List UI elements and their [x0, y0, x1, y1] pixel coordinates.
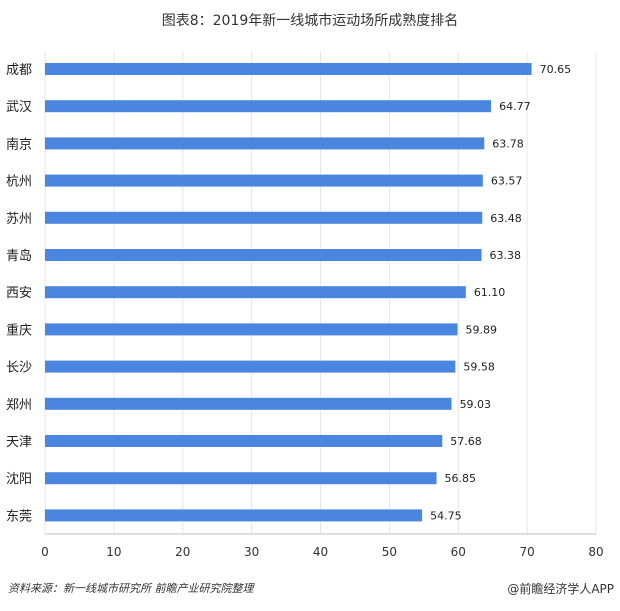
category-label: 郑州: [6, 398, 32, 413]
x-tick-label: 50: [382, 545, 397, 559]
x-tick-label: 60: [451, 545, 466, 559]
data-label: 61.10: [474, 286, 506, 299]
bar: [45, 212, 482, 224]
x-tick-label: 40: [313, 545, 328, 559]
x-tick-label: 70: [519, 545, 534, 559]
category-label: 武汉: [6, 100, 32, 115]
bar: [45, 63, 532, 75]
data-label: 56.85: [445, 472, 477, 485]
category-label: 杭州: [6, 175, 32, 190]
bar: [45, 323, 457, 335]
category-label: 南京: [6, 136, 32, 152]
category-label: 青岛: [6, 248, 32, 264]
x-tick-label: 20: [175, 545, 190, 559]
category-label: 苏州: [6, 211, 32, 227]
source-note: 资料来源：新一线城市研究所 前瞻产业研究院整理: [8, 580, 254, 596]
category-label: 重庆: [6, 322, 32, 338]
data-label: 63.78: [492, 137, 524, 150]
x-tick-label: 80: [588, 545, 603, 559]
bar: [45, 137, 484, 149]
bar: [45, 435, 442, 447]
bar: [45, 175, 483, 187]
category-label: 成都: [6, 63, 32, 78]
data-label: 59.58: [463, 361, 495, 374]
bar: [45, 100, 491, 112]
category-label: 沈阳: [6, 472, 32, 487]
data-label: 70.65: [540, 63, 572, 76]
x-tick-label: 30: [244, 545, 259, 559]
data-label: 63.38: [490, 249, 522, 262]
brand-label: @前瞻经济学人APP: [507, 580, 614, 597]
category-label: 长沙: [6, 361, 32, 376]
data-label: 54.75: [430, 509, 462, 522]
bar: [45, 472, 437, 484]
bar: [45, 509, 422, 521]
bar: [45, 398, 452, 410]
category-label: 东莞: [6, 509, 32, 524]
data-label: 59.03: [460, 398, 492, 411]
category-label: 天津: [6, 435, 32, 450]
data-label: 63.57: [491, 175, 523, 188]
data-label: 59.89: [465, 323, 497, 336]
x-tick-label: 0: [41, 545, 49, 559]
bar: [45, 249, 482, 261]
category-label: 西安: [6, 286, 32, 301]
data-label: 57.68: [450, 435, 482, 448]
data-label: 63.48: [490, 212, 522, 225]
bar: [45, 361, 455, 373]
x-tick-label: 10: [106, 545, 121, 559]
data-label: 64.77: [499, 100, 531, 113]
bar: [45, 286, 466, 298]
